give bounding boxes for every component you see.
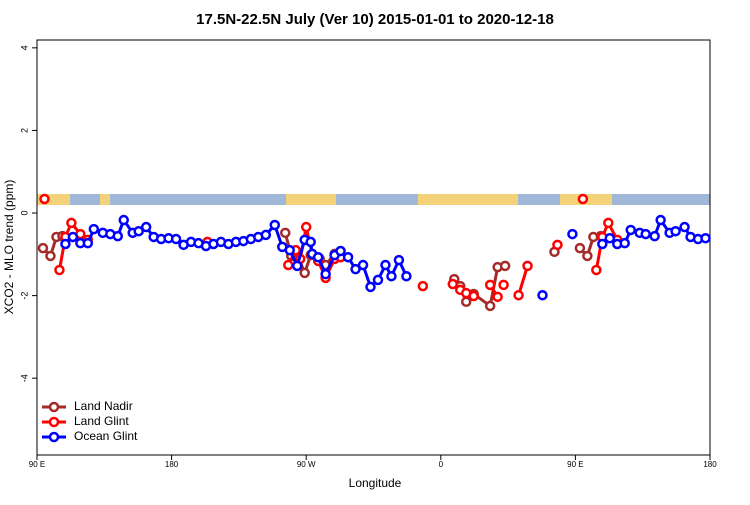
data-point (679, 221, 690, 233)
data-point (670, 225, 681, 237)
data-point (582, 250, 593, 262)
x-tick-label: 180 (165, 460, 179, 469)
data-point (299, 267, 310, 279)
data-point (82, 237, 94, 249)
data-point (417, 280, 429, 292)
data-point (380, 259, 391, 271)
data-point (655, 214, 666, 226)
data-point (499, 260, 511, 272)
x-tick-label: 90 E (567, 460, 583, 469)
x-tick-label: 180 (703, 460, 717, 469)
data-point (67, 231, 79, 243)
data-point (640, 228, 651, 240)
series (39, 193, 623, 303)
data-point (291, 260, 303, 272)
data-point (498, 279, 509, 291)
data-point (60, 238, 71, 250)
data-point (492, 291, 503, 303)
data-point (552, 239, 563, 251)
data-point (305, 236, 316, 248)
data-point (372, 274, 384, 286)
y-axis-label: XCO2 - MLO trend (ppm) (2, 180, 16, 315)
legend-label: Land Glint (74, 414, 129, 428)
data-point (577, 193, 589, 205)
data-point (513, 289, 524, 301)
data-point (484, 279, 496, 291)
map-strip (37, 194, 710, 205)
data-point (284, 244, 295, 256)
y-tick-label: 2 (19, 128, 29, 133)
data-point (66, 217, 77, 229)
x-axis-label: Longitude (349, 476, 402, 490)
data-point (591, 264, 602, 276)
data-point (447, 278, 459, 290)
data-point (649, 230, 660, 242)
legend-label: Land Nadir (74, 399, 133, 413)
plot-frame (36, 39, 711, 456)
y-tick-label: 4 (19, 45, 29, 50)
data-point (625, 224, 636, 236)
data-point (522, 260, 533, 272)
data-point (133, 225, 144, 237)
series (60, 214, 711, 301)
data-point (118, 214, 129, 226)
data-point (269, 219, 281, 231)
data-point (54, 264, 65, 276)
series-line (64, 216, 706, 290)
data-point (170, 233, 182, 245)
legend-marker (48, 431, 60, 443)
data-point (484, 300, 496, 312)
data-point (88, 223, 100, 235)
legend-label: Ocean Glint (74, 429, 138, 443)
y-tick-label: -2 (19, 292, 29, 300)
land-strip (286, 194, 336, 205)
data-point (604, 232, 616, 244)
data-point (342, 251, 354, 263)
data-point (574, 242, 586, 254)
data-point (468, 290, 479, 302)
data-point (320, 268, 331, 280)
data-point (537, 289, 548, 301)
data-point (357, 259, 369, 271)
data-point (140, 221, 152, 233)
data-point (283, 259, 294, 271)
series-line (41, 232, 601, 309)
y-tick-label: -4 (19, 374, 29, 382)
data-point (39, 193, 50, 205)
data-point (280, 227, 291, 239)
ocean-strip (37, 194, 710, 205)
data-point (365, 281, 376, 293)
x-tick-label: 90 W (297, 460, 316, 469)
data-point (603, 217, 614, 229)
x-tick-label: 90 E (29, 460, 45, 469)
data-point (567, 228, 578, 240)
data-point (45, 250, 56, 262)
data-point (401, 270, 412, 282)
data-point (393, 254, 405, 266)
legend-marker (48, 401, 60, 413)
data-point (619, 237, 631, 249)
y-tick-label: 0 (19, 211, 29, 216)
data-point (112, 230, 124, 242)
legend-marker (48, 416, 60, 428)
data-point (700, 232, 711, 244)
land-strip (100, 194, 110, 205)
data-point (312, 251, 324, 263)
x-tick-label: 0 (439, 460, 444, 469)
chart-title: 17.5N-22.5N July (Ver 10) 2015-01-01 to … (196, 11, 554, 28)
data-point (300, 221, 312, 233)
data-point (460, 296, 472, 308)
data-point (386, 270, 397, 282)
data-point (597, 238, 608, 250)
data-point (37, 242, 49, 254)
land-strip (418, 194, 518, 205)
data-point (260, 229, 272, 241)
data-point (350, 263, 361, 275)
data-point (335, 245, 346, 257)
land-strip (37, 194, 70, 205)
